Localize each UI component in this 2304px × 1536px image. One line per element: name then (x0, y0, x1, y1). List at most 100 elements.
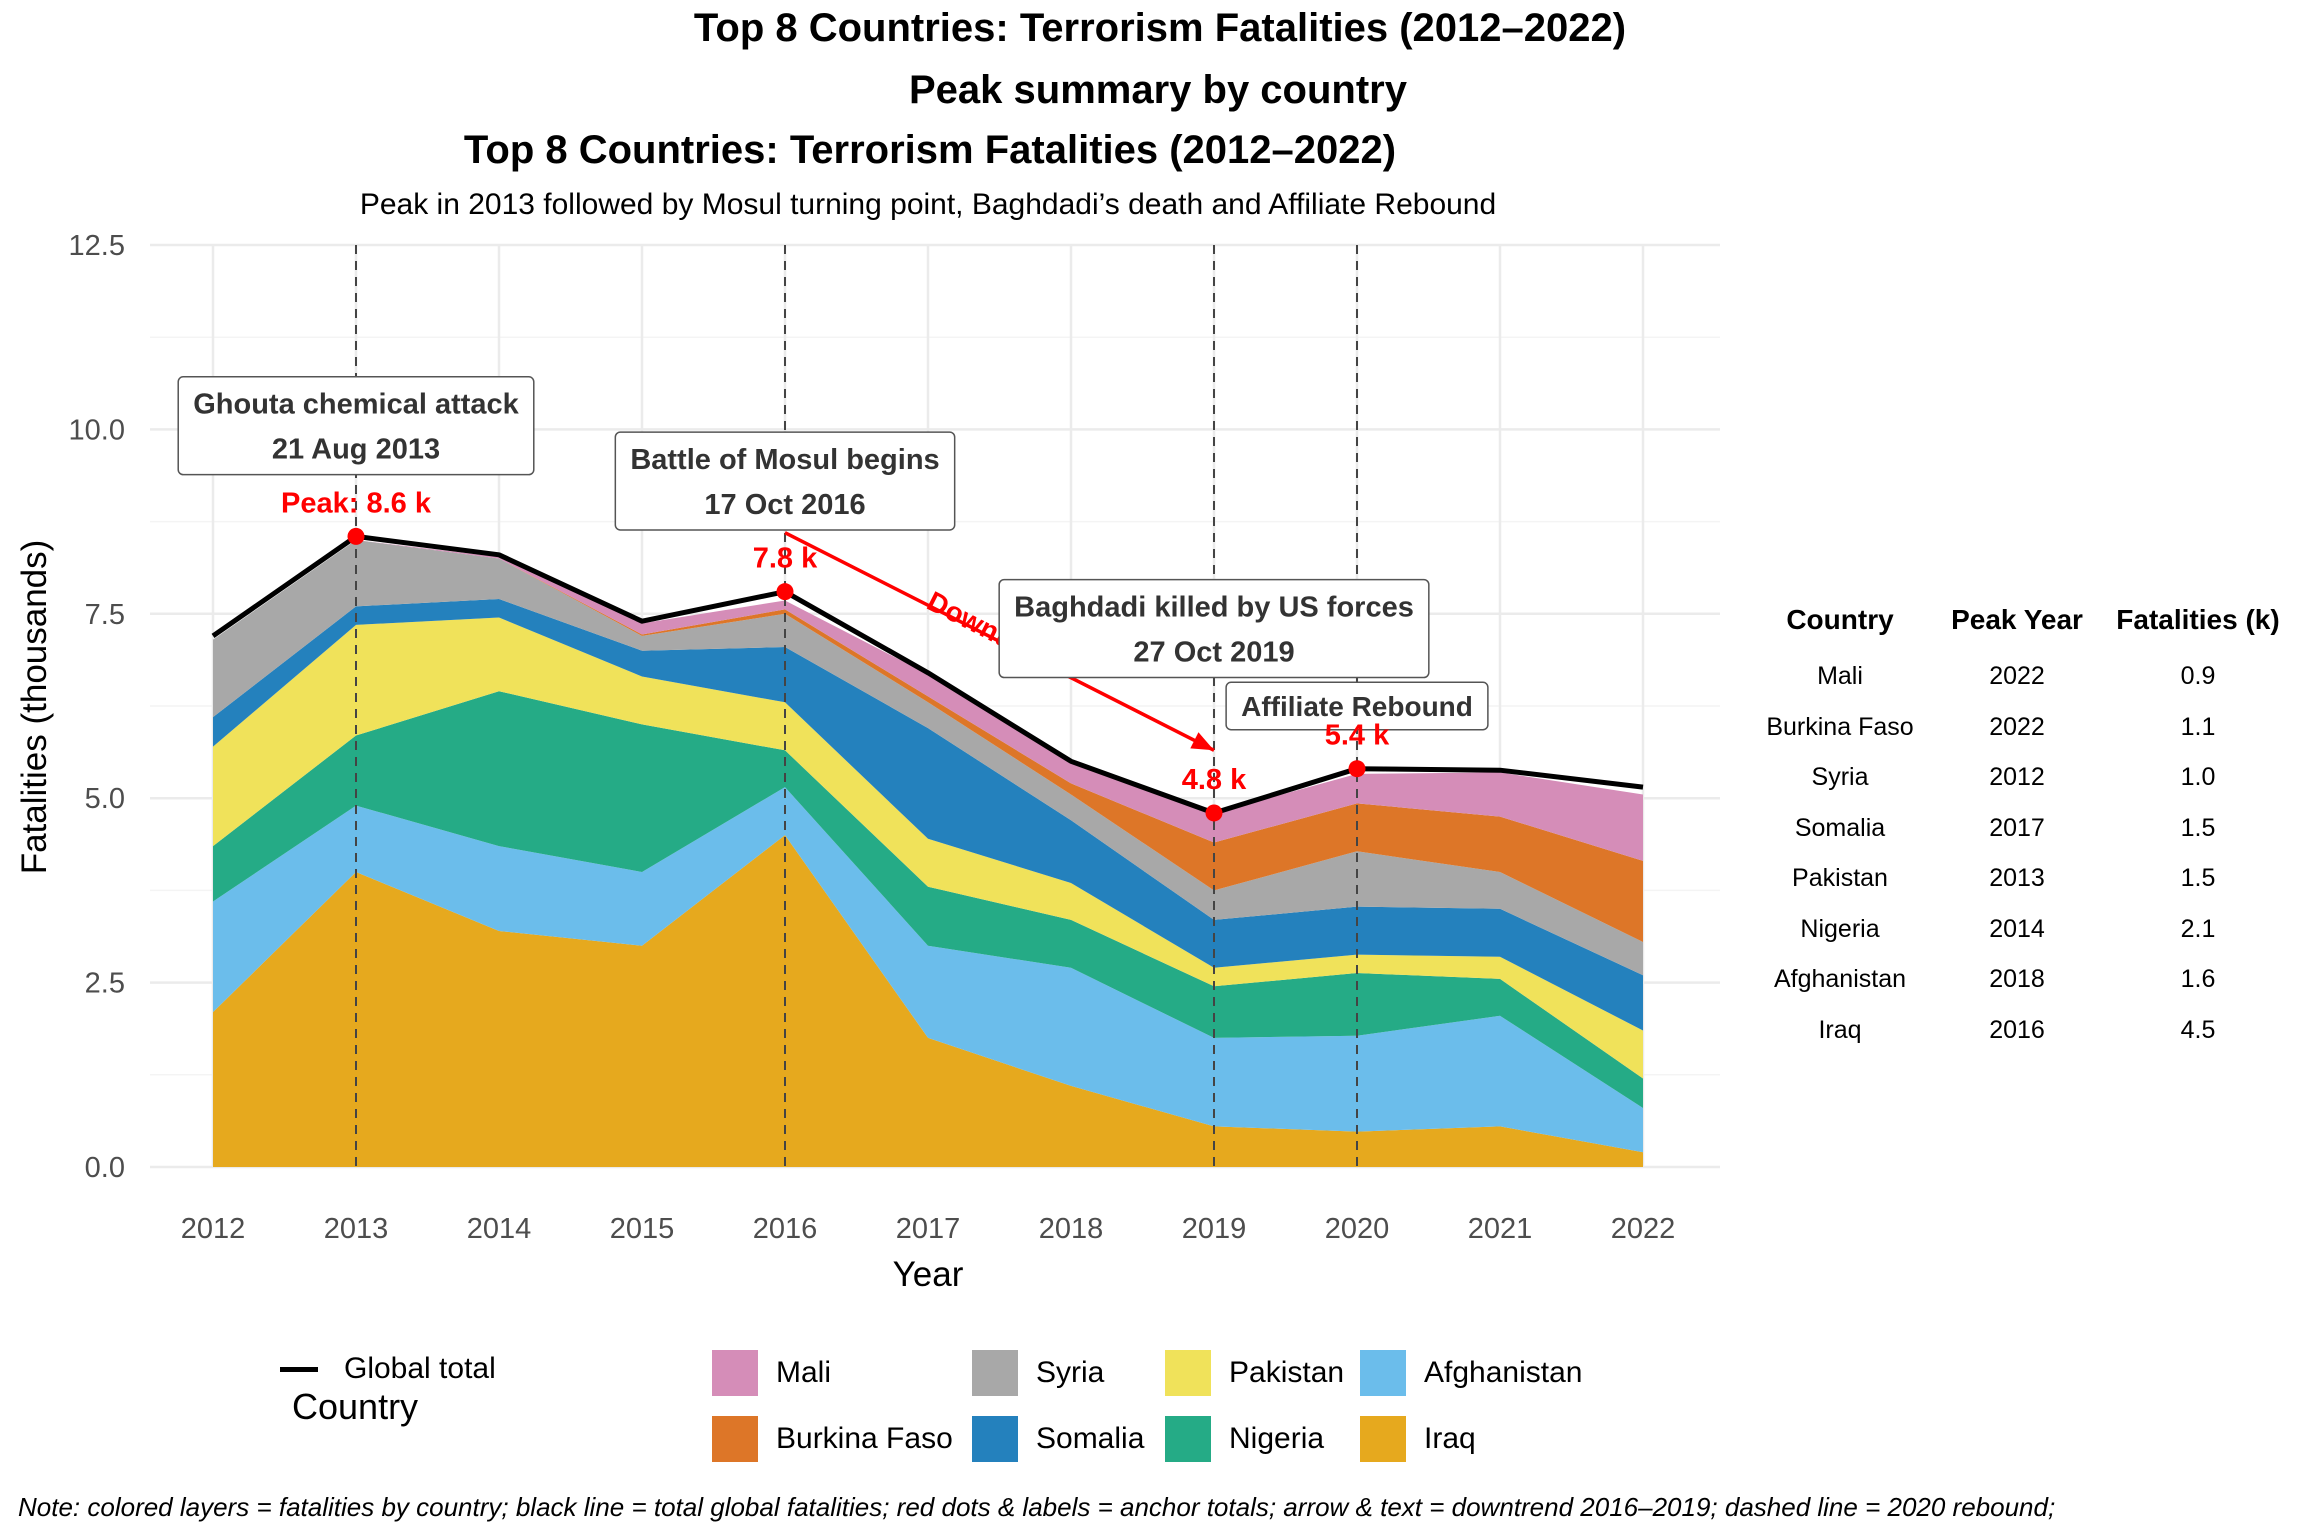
legend-line-swatch (280, 1366, 318, 1372)
legend-item-global-total: Global total (280, 1352, 496, 1386)
table-cell: 2022 (1989, 662, 2045, 690)
table-cell: 1.6 (2180, 965, 2216, 993)
legend-swatch (1165, 1350, 1211, 1396)
table-row: Somalia 2017 1.5 (1740, 814, 2300, 864)
table-cell: 1.1 (2180, 712, 2216, 741)
table-cell: Somalia (1794, 813, 1886, 842)
legend-label: Iraq (1424, 1422, 1476, 1455)
table-title: Peak summary by country (909, 68, 1407, 112)
x-tick-label: 2020 (1325, 1213, 1390, 1245)
event-annotation: Ghouta chemical attack 21 Aug 2013 (177, 376, 535, 476)
chart-title: Top 8 Countries: Terrorism Fatalities (2… (463, 128, 1397, 172)
legend-label: Burkina Faso (776, 1422, 953, 1455)
anchor-point (1205, 804, 1223, 822)
y-tick-label: 10.0 (69, 414, 125, 446)
table-cell: 2017 (1989, 813, 2045, 842)
x-tick-label: 2021 (1468, 1213, 1533, 1245)
event-annotation: Battle of Mosul begins 17 Oct 2016 (614, 431, 956, 531)
event-annotation: Baghdadi killed by US forces 27 Oct 2019 (998, 578, 1430, 679)
table-row: Iraq 2016 4.5 (1740, 1016, 2300, 1066)
x-tick-label: 2012 (181, 1213, 246, 1245)
event-annotation: Affiliate Rebound (1225, 681, 1489, 731)
legend-item-syria: Syria (972, 1350, 1104, 1396)
x-tick-label: 2013 (324, 1213, 389, 1245)
y-tick-label: 2.5 (85, 968, 125, 1000)
table-cell: Mali (1817, 662, 1863, 690)
y-tick-label: 0.0 (85, 1152, 125, 1184)
table-row: Nigeria 2014 2.1 (1740, 915, 2300, 965)
table-cell: 2022 (1989, 712, 2045, 741)
anchor-label: 5.4 k (1325, 720, 1390, 752)
table-row: Syria 2012 1.0 (1740, 763, 2300, 813)
anchor-point (1348, 760, 1366, 778)
table-cell: Afghanistan (1773, 965, 1907, 993)
table-cell: 2018 (1989, 965, 2045, 993)
table-cell: 1.5 (2180, 864, 2216, 892)
annotation-text: Ghouta chemical attack (193, 389, 519, 421)
trend-arrow-head (1190, 732, 1214, 751)
legend-swatch (1165, 1416, 1211, 1462)
area-series-pakistan (213, 617, 1643, 1079)
legend-item-afghanistan: Afghanistan (1360, 1350, 1582, 1396)
legend-label: Global total (344, 1352, 496, 1385)
table-header-cell: Country (1786, 604, 1894, 635)
x-tick-label: 2016 (753, 1213, 818, 1245)
annotation-text: 27 Oct 2019 (1133, 636, 1294, 668)
table-cell: 2013 (1989, 864, 2045, 892)
axes: 0.0 2.5 5.0 7.5 10.0 12.5 2012 2013 2014 2015 2016… (15, 230, 1675, 1294)
anchor-point (776, 583, 794, 601)
table-cell: Pakistan (1792, 864, 1888, 892)
table-cell: 0.9 (2180, 662, 2216, 690)
chart-subtitle: Peak in 2013 followed by Mosul turning p… (359, 188, 1497, 221)
legend-item-iraq: Iraq (1360, 1416, 1476, 1462)
area-series-nigeria (213, 691, 1643, 1108)
table-cell: Burkina Faso (1766, 712, 1914, 741)
annotation-text: 21 Aug 2013 (272, 434, 440, 466)
annotation-box (177, 376, 535, 476)
table-row: Afghanistan 2018 1.6 (1740, 965, 2300, 1015)
table-cell: 1.5 (2180, 813, 2216, 842)
legend-label: Nigeria (1229, 1422, 1325, 1455)
y-tick-label: 5.0 (85, 783, 125, 815)
y-tick-label: 7.5 (85, 599, 125, 631)
table-header-cell: Fatalities (k) (2116, 604, 2280, 635)
table-row: Mali 2022 0.9 (1740, 662, 2300, 712)
legend-item-pakistan: Pakistan (1165, 1350, 1344, 1396)
legend-swatch (972, 1350, 1018, 1396)
legend-swatch (1360, 1350, 1406, 1396)
legend-label: Somalia (1036, 1422, 1145, 1455)
table-cell: 2.1 (2180, 914, 2216, 943)
table-cell: 1.0 (2180, 763, 2216, 791)
table-row: Burkina Faso 2022 1.1 (1740, 713, 2300, 763)
anchor-label: 4.8 k (1182, 764, 1247, 796)
legend-swatch (712, 1416, 758, 1462)
figure-note: Note: colored layers = fatalities by cou… (18, 1492, 2056, 1522)
total-line-layer (211, 533, 1644, 816)
legend-item-nigeria: Nigeria (1165, 1416, 1324, 1462)
x-axis-label: Year (893, 1255, 964, 1294)
annotation-box (998, 578, 1430, 679)
table-cell: 2012 (1989, 763, 2045, 791)
table-row: Pakistan 2013 1.5 (1740, 864, 2300, 914)
total-line (211, 533, 1644, 816)
anchor-label: Peak: 8.6 k (281, 487, 432, 519)
area-series-iraq (213, 835, 1643, 1167)
legend-title: Country (292, 1386, 419, 1427)
annotation-text: Battle of Mosul begins (630, 444, 939, 476)
table-cell: 4.5 (2180, 1015, 2216, 1044)
legend-item-burkina-faso: Burkina Faso (712, 1416, 953, 1462)
legend-item-mali: Mali (712, 1350, 831, 1396)
y-axis-label: Fatalities (thousands) (15, 540, 54, 875)
annotation-text: Baghdadi killed by US forces (1014, 592, 1414, 624)
area-series-somalia (213, 599, 1643, 1031)
x-tick-label: 2017 (896, 1213, 961, 1245)
x-tick-label: 2022 (1611, 1213, 1676, 1245)
table-header-row: Country Peak Year Fatalities (k) (1740, 604, 2300, 654)
table-cell: 2016 (1989, 1015, 2045, 1044)
annotation-box (614, 431, 956, 531)
area-series-afghanistan (213, 787, 1643, 1153)
table-cell: Nigeria (1800, 914, 1880, 943)
anchor-label: 7.8 k (753, 543, 818, 575)
table-cell: Syria (1811, 763, 1869, 791)
